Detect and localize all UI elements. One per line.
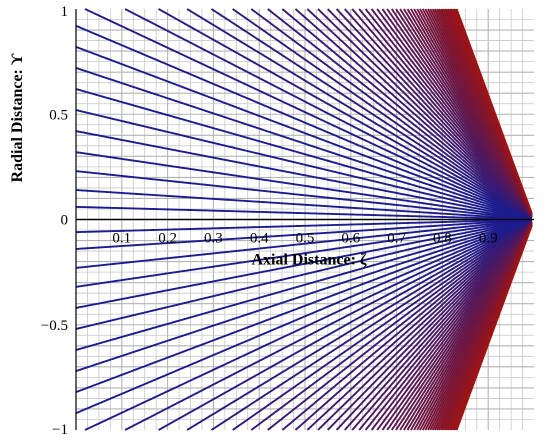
contour-line — [210, 220, 533, 431]
x-axis-title: Axial Distance: ζ — [251, 252, 366, 269]
contour-line — [317, 221, 533, 431]
contour-line — [210, 8, 533, 219]
y-tick-label: 1 — [61, 4, 69, 20]
y-tick-labels: 1 0.5 0 −0.5 −1 — [41, 4, 68, 438]
y-tick-label: 0 — [61, 213, 69, 229]
contour-line — [75, 219, 532, 351]
x-tick-labels: 0.1 0.2 0.3 0.4 0.5 0.6 0.7 0.8 0.9 — [112, 231, 497, 247]
y-axis-title: Radial Distance: ϒ — [9, 53, 26, 182]
y-tick-label: 0.5 — [49, 107, 68, 123]
contour-line — [344, 221, 533, 431]
contour-line — [186, 8, 533, 219]
contour-line — [250, 8, 533, 219]
contour-line — [75, 218, 532, 250]
contour-line — [317, 8, 533, 218]
contour-line — [75, 67, 533, 220]
x-tick-label: 0.5 — [296, 231, 315, 247]
contour-line — [455, 8, 533, 214]
contour-line — [281, 220, 533, 431]
contour-line — [75, 24, 533, 220]
contour-line — [75, 170, 532, 221]
contour-line — [75, 219, 533, 415]
x-tick-label: 0.2 — [158, 231, 177, 247]
contour-line — [75, 219, 532, 330]
contour-line — [75, 218, 532, 288]
x-tick-label: 0.1 — [112, 231, 131, 247]
axes — [75, 9, 534, 430]
x-tick-label: 0.4 — [250, 231, 269, 247]
contour-line — [158, 8, 533, 220]
contour-line — [232, 8, 533, 219]
contour-line — [267, 220, 533, 431]
contour-line — [306, 8, 533, 219]
x-tick-label: 0.6 — [341, 231, 360, 247]
contour-line — [75, 151, 532, 221]
contour-line — [281, 8, 533, 219]
contour-lines — [75, 8, 533, 431]
contour-line — [84, 219, 533, 431]
contour-line — [75, 109, 532, 220]
y-tick-label: −0.5 — [41, 318, 68, 334]
contour-line — [294, 220, 533, 431]
contour-line — [75, 130, 532, 220]
x-tick-label: 0.8 — [433, 231, 452, 247]
contour-line — [124, 219, 533, 431]
contour-line — [306, 220, 533, 431]
contour-line — [250, 220, 533, 431]
contour-line — [455, 225, 533, 431]
contour-line — [294, 8, 533, 219]
contour-line — [335, 221, 533, 431]
contour-line — [232, 220, 533, 431]
x-tick-label: 0.3 — [204, 231, 223, 247]
contour-line — [344, 8, 533, 218]
contour-line — [158, 219, 533, 431]
contour-line — [327, 221, 533, 431]
contour-line — [186, 220, 533, 431]
contour-line — [84, 8, 533, 220]
contour-line — [75, 219, 533, 372]
x-tick-label: 0.9 — [479, 231, 498, 247]
contour-line — [124, 8, 533, 220]
contour-line — [75, 218, 532, 269]
x-tick-label: 0.7 — [387, 231, 406, 247]
contour-line — [335, 8, 533, 218]
contour-line — [75, 205, 532, 221]
contour-line — [75, 189, 532, 221]
contour-line — [75, 88, 532, 220]
contour-line — [75, 219, 533, 393]
contour-line — [75, 46, 533, 220]
contour-line — [267, 8, 533, 219]
contour-line — [75, 218, 532, 234]
contour-line — [327, 8, 533, 218]
y-tick-label: −1 — [52, 422, 68, 438]
contour-line — [75, 219, 532, 309]
